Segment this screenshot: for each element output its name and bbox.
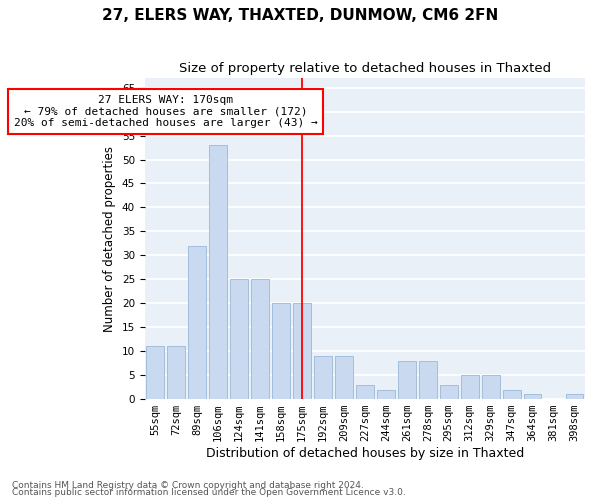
Bar xyxy=(188,246,206,399)
Text: 27 ELERS WAY: 170sqm
← 79% of detached houses are smaller (172)
20% of semi-deta: 27 ELERS WAY: 170sqm ← 79% of detached h… xyxy=(14,95,317,128)
Text: Contains public sector information licensed under the Open Government Licence v3: Contains public sector information licen… xyxy=(12,488,406,497)
Bar xyxy=(272,304,290,399)
Title: Size of property relative to detached houses in Thaxted: Size of property relative to detached ho… xyxy=(179,62,551,76)
Bar xyxy=(146,346,164,399)
Bar xyxy=(167,346,185,399)
Text: Contains HM Land Registry data © Crown copyright and database right 2024.: Contains HM Land Registry data © Crown c… xyxy=(12,480,364,490)
X-axis label: Distribution of detached houses by size in Thaxted: Distribution of detached houses by size … xyxy=(206,447,524,460)
Bar xyxy=(293,304,311,399)
Bar xyxy=(209,145,227,399)
Bar xyxy=(461,375,479,399)
Bar xyxy=(419,361,437,399)
Y-axis label: Number of detached properties: Number of detached properties xyxy=(103,146,116,332)
Bar xyxy=(230,280,248,399)
Bar xyxy=(566,394,583,399)
Bar xyxy=(524,394,541,399)
Bar xyxy=(251,280,269,399)
Bar xyxy=(482,375,500,399)
Bar xyxy=(398,361,416,399)
Bar xyxy=(335,356,353,399)
Text: 27, ELERS WAY, THAXTED, DUNMOW, CM6 2FN: 27, ELERS WAY, THAXTED, DUNMOW, CM6 2FN xyxy=(102,8,498,22)
Bar xyxy=(356,384,374,399)
Bar xyxy=(440,384,458,399)
Bar xyxy=(503,390,521,399)
Bar xyxy=(314,356,332,399)
Bar xyxy=(377,390,395,399)
